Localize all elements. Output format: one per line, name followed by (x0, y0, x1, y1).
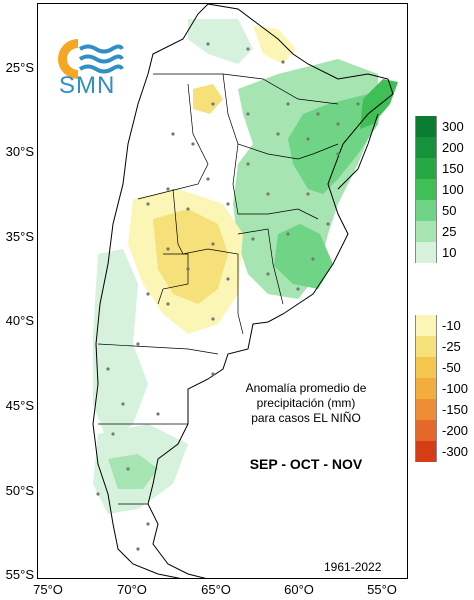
argentina-anomaly-map (92, 4, 398, 578)
legend-negative-swatch (415, 441, 437, 462)
station-dots (96, 42, 360, 551)
legend-negative-label: -25 (442, 339, 461, 354)
lat-label-35: 35°S (5, 229, 34, 244)
legend-negative-swatch (415, 378, 437, 399)
north-yellow (193, 84, 223, 114)
lat-label-30: 30°S (5, 144, 34, 159)
lat-label-45: 45°S (5, 398, 34, 413)
lat-label-25: 25°S (5, 60, 34, 75)
smn-logo-text: SMN (59, 72, 116, 99)
legend-positive-swatch (415, 221, 437, 242)
south-green (108, 454, 158, 489)
smn-logo-icon (58, 39, 124, 79)
legend-positive-label: 100 (442, 182, 464, 197)
legend-positive-label: 10 (442, 245, 457, 260)
negative-anomaly-areas (128, 26, 296, 334)
title-line-2: precipitación (mm) (256, 396, 356, 410)
legend-positive-swatch (415, 242, 437, 263)
legend-positive-label: 300 (442, 119, 464, 134)
legend-negative-label: -150 (442, 402, 469, 417)
legend-negative-swatch (415, 357, 437, 378)
legend-positive-label: 200 (442, 140, 464, 155)
legend-negative-label: -50 (442, 360, 461, 375)
period-label: SEP - OCT - NOV (249, 456, 363, 472)
legend-positive-label: 150 (442, 161, 464, 176)
lat-label-50: 50°S (5, 483, 34, 498)
years-label: 1961-2022 (324, 560, 382, 574)
legend-positive-swatch (415, 158, 437, 179)
legend-positive-label: 50 (442, 203, 457, 218)
legend-positive-label: 25 (442, 224, 457, 239)
province-borders (97, 73, 339, 505)
andes-green (93, 249, 148, 444)
legend-positive-swatch (415, 179, 437, 200)
lat-label-40: 40°S (5, 313, 34, 328)
title-line-1: Anomalía promedio de (245, 381, 367, 395)
legend-negative-label: -300 (442, 444, 469, 459)
lon-label-60: 60°O (284, 582, 314, 597)
legend-negative-label: -10 (442, 318, 461, 333)
map-title: Anomalía promedio de precipitación (mm) … (226, 381, 386, 426)
legend-negative-swatch (415, 336, 437, 357)
legend-negative-label: -100 (442, 381, 469, 396)
center-yellow-mid (153, 209, 228, 304)
ne-green-mid (288, 89, 383, 194)
lon-label-65: 65°O (201, 582, 231, 597)
legend-negative-swatch (415, 420, 437, 441)
legend-positive-swatch (415, 116, 437, 137)
north-green (188, 19, 253, 64)
lon-label-75: 75°O (33, 582, 63, 597)
legend-negative-swatch (415, 315, 437, 336)
lat-label-55: 55°S (5, 567, 34, 582)
argentina-outline (92, 4, 394, 578)
legend-negative-label: -200 (442, 423, 469, 438)
litoral-green (274, 224, 333, 289)
ne-green-strong (360, 79, 398, 129)
lon-label-70: 70°O (117, 582, 147, 597)
legend-negative-swatch (415, 399, 437, 420)
legend-positive-swatch (415, 200, 437, 221)
legend-positive-swatch (415, 137, 437, 158)
ne-yellow (253, 26, 296, 64)
map-frame (37, 3, 408, 579)
lon-label-55: 55°O (367, 582, 397, 597)
title-line-3: para casos EL NIÑO (251, 411, 361, 425)
